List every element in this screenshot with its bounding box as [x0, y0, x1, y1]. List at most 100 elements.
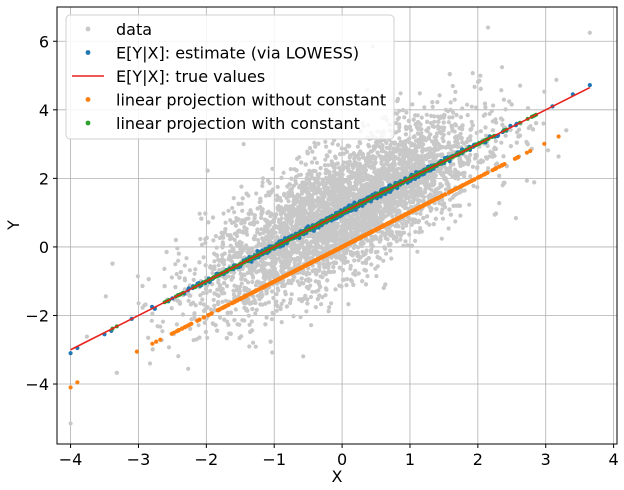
data-point [301, 354, 306, 359]
data-point [393, 155, 398, 160]
data-point [379, 161, 384, 166]
data-point [269, 212, 274, 217]
data-point [339, 219, 344, 224]
data-point [114, 370, 119, 375]
data-point [223, 276, 228, 281]
data-point [384, 171, 389, 176]
data-point [434, 207, 439, 212]
data-point [320, 295, 325, 300]
data-point [326, 193, 332, 198]
data-point [301, 281, 306, 286]
data-point [411, 200, 416, 205]
data-point [360, 260, 365, 265]
data-point [217, 315, 223, 320]
data-point [532, 180, 537, 185]
data-point [420, 158, 425, 163]
data-point [355, 176, 360, 181]
data-point [420, 179, 425, 184]
data-point [210, 270, 215, 276]
data-point [313, 144, 318, 149]
data-point [402, 142, 407, 147]
data-point [418, 226, 423, 231]
data-point [497, 201, 502, 206]
data-point [202, 320, 207, 325]
data-point [259, 212, 264, 217]
data-point [319, 302, 324, 307]
data-point [366, 256, 371, 261]
data-point [478, 86, 483, 91]
data-point [222, 317, 227, 322]
data-point [326, 234, 331, 239]
data-point [290, 213, 295, 218]
data-point [197, 260, 202, 265]
data-point [377, 239, 382, 244]
data-point [447, 115, 452, 120]
data-point [364, 248, 369, 253]
data-point [348, 266, 353, 271]
data-point [324, 287, 329, 292]
data-point [265, 221, 270, 226]
data-point [160, 319, 166, 324]
data-point [441, 170, 446, 175]
data-point [404, 223, 409, 228]
data-point [140, 305, 145, 310]
data-point [240, 318, 245, 323]
data-point [373, 144, 378, 149]
data-point [284, 214, 289, 220]
data-point [221, 211, 226, 216]
data-point [424, 178, 429, 183]
data-point [395, 117, 400, 122]
data-point [408, 124, 413, 129]
data-point [315, 296, 320, 302]
data-point [208, 288, 213, 293]
data-point [296, 207, 301, 212]
data-point [413, 238, 418, 243]
data-point [372, 166, 377, 171]
data-point [317, 293, 322, 298]
data-point [441, 128, 446, 133]
data-point [305, 151, 310, 156]
data-point [441, 120, 446, 125]
data-point [441, 139, 446, 144]
data-point [301, 296, 306, 301]
data-point [406, 156, 411, 161]
data-point [193, 267, 198, 272]
data-point [409, 243, 415, 248]
data-point [494, 120, 499, 125]
data-point [205, 335, 210, 340]
data-point [276, 252, 281, 257]
data-point [324, 144, 329, 149]
data-point [352, 243, 357, 248]
data-point [354, 215, 359, 220]
data-point [324, 189, 329, 194]
data-point [327, 261, 332, 266]
data-point [333, 154, 338, 159]
data-point [530, 127, 536, 132]
data-point [283, 292, 288, 297]
data-point [175, 246, 180, 251]
data-point [228, 310, 233, 315]
data-point [499, 88, 504, 93]
data-point [308, 294, 314, 300]
data-point [328, 197, 333, 202]
data-point [147, 361, 153, 366]
data-point [329, 301, 334, 306]
data-point [412, 220, 418, 225]
data-point [199, 242, 205, 247]
data-point [418, 211, 423, 216]
data-point [404, 126, 409, 132]
data-point [410, 102, 415, 107]
data-point [283, 251, 289, 256]
data-point [355, 144, 360, 149]
data-point [173, 285, 178, 290]
data-point [419, 115, 424, 120]
data-point [262, 226, 268, 232]
data-point [413, 229, 418, 234]
data-point [458, 159, 463, 164]
data-point [331, 243, 336, 248]
data-point [340, 277, 345, 282]
data-point [468, 174, 473, 179]
data-point [360, 279, 365, 284]
data-point [310, 289, 315, 294]
data-point [230, 205, 235, 211]
